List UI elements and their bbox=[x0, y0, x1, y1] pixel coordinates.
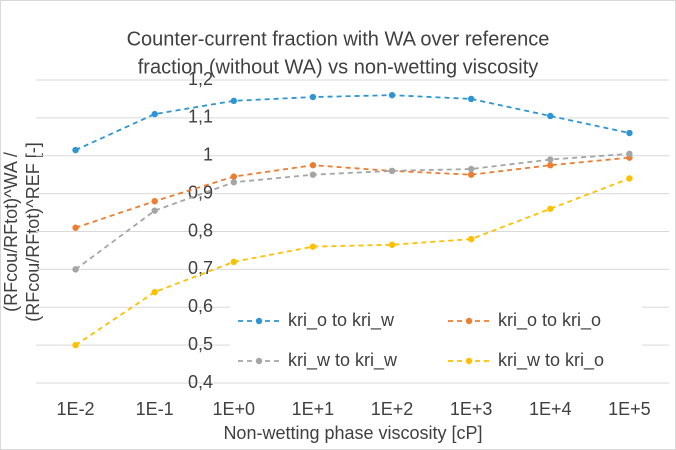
series-line bbox=[75, 152, 630, 271]
legend-label: kri_w to kri_w bbox=[288, 350, 398, 371]
x-tick-label: 1E+2 bbox=[371, 399, 414, 419]
data-point bbox=[467, 171, 475, 178]
x-axis-label: Non-wetting phase viscosity [cP] bbox=[223, 423, 482, 443]
y-tick-label: 0,9 bbox=[188, 182, 213, 202]
data-point bbox=[388, 91, 396, 99]
legend-marker bbox=[465, 317, 473, 325]
legend-marker bbox=[465, 357, 473, 365]
y-tick-label: 1,1 bbox=[188, 107, 213, 127]
legend-box bbox=[230, 302, 642, 380]
data-point bbox=[626, 150, 633, 158]
x-tick-label: 1E+5 bbox=[608, 399, 651, 419]
legend-marker bbox=[255, 317, 263, 325]
x-tick-label: 1E+0 bbox=[213, 399, 256, 419]
data-point bbox=[151, 110, 158, 118]
data-point bbox=[547, 112, 554, 120]
data-point bbox=[309, 243, 317, 250]
x-tick-label: 1E-1 bbox=[136, 399, 174, 419]
data-point bbox=[230, 179, 238, 186]
series-line bbox=[75, 156, 630, 229]
chart-title: Counter-current fraction with WA over re… bbox=[127, 28, 550, 50]
data-point bbox=[72, 146, 79, 154]
data-point bbox=[309, 93, 317, 101]
chart-title: fraction (without WA) vs non-wetting vis… bbox=[138, 56, 539, 78]
y-tick-label: 1,2 bbox=[188, 69, 213, 89]
data-point bbox=[547, 162, 554, 169]
data-point bbox=[626, 129, 633, 137]
data-point bbox=[309, 162, 317, 169]
data-point bbox=[467, 165, 475, 173]
data-point bbox=[547, 205, 554, 212]
series-line bbox=[75, 177, 630, 346]
data-point bbox=[230, 258, 238, 265]
x-tick-label: 1E+4 bbox=[529, 399, 572, 419]
data-point bbox=[388, 167, 396, 175]
y-tick-label: 0,7 bbox=[188, 258, 213, 278]
data-point bbox=[309, 171, 317, 178]
data-point bbox=[151, 207, 158, 214]
y-tick-label: 0,5 bbox=[188, 334, 213, 354]
y-tick-label: 1 bbox=[203, 145, 213, 165]
data-point bbox=[388, 241, 396, 248]
data-point bbox=[467, 235, 475, 243]
data-point bbox=[72, 224, 79, 231]
data-point bbox=[230, 97, 238, 105]
x-tick-label: 1E+3 bbox=[450, 399, 493, 419]
data-point bbox=[72, 266, 79, 273]
legend-label: kri_o to kri_w bbox=[288, 310, 395, 331]
data-point bbox=[230, 173, 238, 180]
legend-marker bbox=[255, 357, 263, 365]
x-tick-label: 1E-2 bbox=[57, 399, 95, 419]
data-point bbox=[72, 341, 79, 349]
y-axis-label: (RFcou/RFtot)^REF [-] bbox=[23, 142, 43, 321]
y-tick-label: 0,8 bbox=[188, 220, 213, 240]
data-point bbox=[151, 288, 158, 296]
x-tick-label: 1E+1 bbox=[292, 399, 335, 419]
data-point bbox=[626, 175, 633, 182]
series-line bbox=[75, 94, 630, 151]
y-tick-label: 0,6 bbox=[188, 296, 213, 316]
data-point bbox=[151, 198, 158, 205]
data-point bbox=[547, 156, 554, 163]
data-point bbox=[467, 95, 475, 103]
y-axis-label: (RFcou/RFtot)^WA / bbox=[1, 152, 21, 312]
y-tick-label: 0,4 bbox=[188, 372, 213, 392]
legend-label: kri_w to kri_o bbox=[498, 350, 604, 371]
legend-label: kri_o to kri_o bbox=[498, 310, 601, 331]
